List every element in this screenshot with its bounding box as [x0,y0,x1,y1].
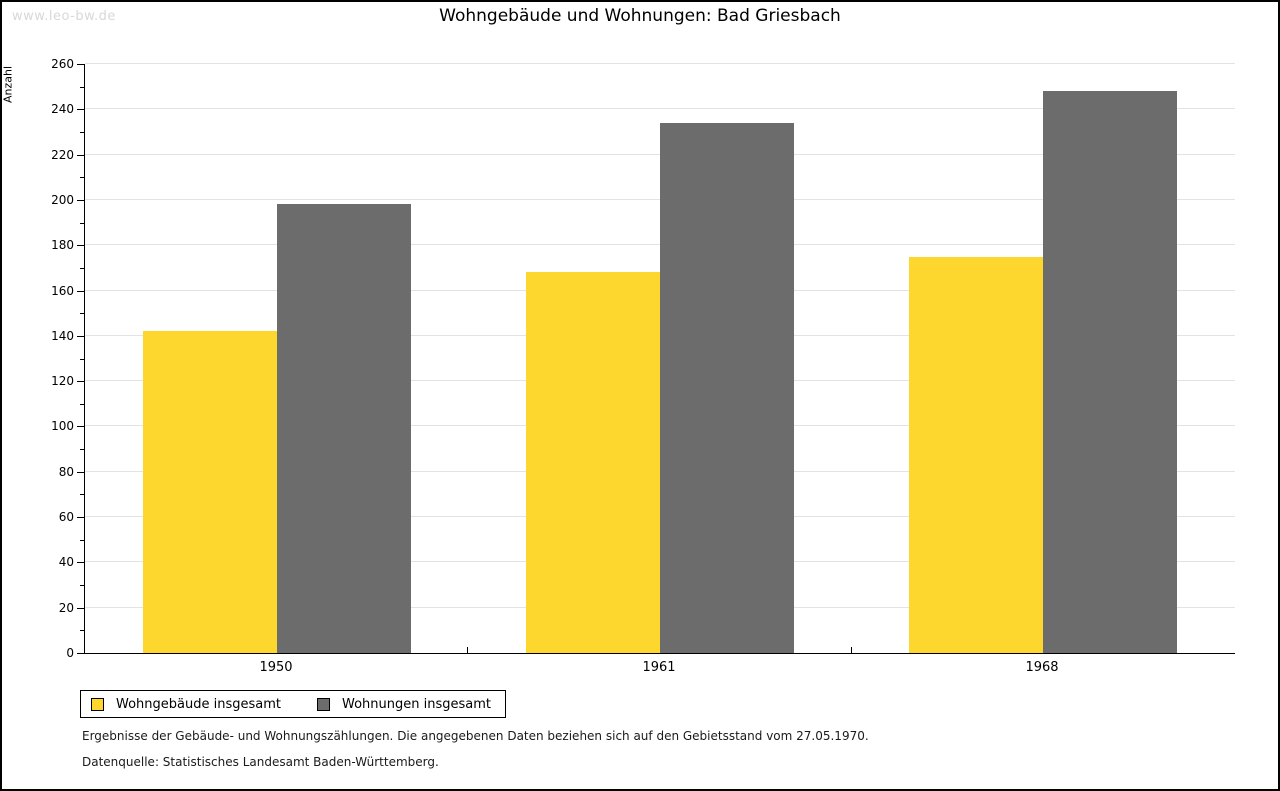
bar-wohnungen-1961 [660,123,794,653]
bar-wohngebaeude-1968 [909,257,1043,653]
legend: Wohngebäude insgesamt Wohnungen insgesamt [80,690,506,718]
footnote-datenquelle: Datenquelle: Statistisches Landesamt Bad… [82,755,439,769]
x-boundary-tick-2 [851,647,852,653]
y-minor-tick-150 [80,313,84,314]
y-tick-label-20: 20 [58,601,74,615]
legend-label: Wohngebäude insgesamt [116,696,281,712]
y-tick-label-240: 240 [51,102,74,116]
y-tick-label-0: 0 [66,646,74,660]
y-major-tick-180 [77,245,84,246]
y-tick-label-120: 120 [51,374,74,388]
bar-wohngebaeude-1950 [143,331,277,653]
legend-swatch-icon [91,697,104,711]
y-tick-label-60: 60 [58,510,74,524]
plot-area [84,63,1235,654]
y-minor-tick-190 [80,223,84,224]
watermark: www.leo-bw.de [12,9,116,24]
gridline-y-240 [85,108,1235,109]
y-major-tick-120 [77,381,84,382]
gridline-y-260 [85,63,1235,64]
y-major-tick-100 [77,426,84,427]
bar-wohnungen-1950 [277,204,411,653]
y-tick-label-220: 220 [51,148,74,162]
y-major-tick-200 [77,200,84,201]
y-minor-tick-230 [80,132,84,133]
y-minor-tick-170 [80,268,84,269]
y-minor-tick-10 [80,630,84,631]
y-major-tick-140 [77,336,84,337]
y-axis-label: Anzahl [1,65,15,104]
x-boundary-tick-1 [467,647,468,653]
y-major-tick-260 [77,64,84,65]
y-major-tick-20 [77,608,84,609]
page-title: Wohngebäude und Wohnungen: Bad Griesbach [439,6,841,26]
y-minor-tick-30 [80,585,84,586]
y-minor-tick-110 [80,404,84,405]
y-minor-tick-250 [80,87,84,88]
y-major-tick-160 [77,291,84,292]
legend-item-wohnungen: Wohnungen insgesamt [317,697,491,712]
y-major-tick-60 [77,517,84,518]
legend-label: Wohnungen insgesamt [342,696,491,712]
y-tick-label-80: 80 [58,465,74,479]
y-minor-tick-70 [80,494,84,495]
y-minor-tick-130 [80,359,84,360]
y-tick-label-100: 100 [51,419,74,433]
x-tick-label-1961: 1961 [642,660,676,675]
y-minor-tick-50 [80,540,84,541]
y-major-tick-80 [77,472,84,473]
legend-swatch-icon [317,697,330,711]
y-tick-label-180: 180 [51,238,74,252]
y-tick-label-260: 260 [51,57,74,71]
y-major-tick-0 [77,653,84,654]
y-minor-tick-90 [80,449,84,450]
legend-item-wohngebaeude: Wohngebäude insgesamt [91,697,281,712]
y-tick-label-200: 200 [51,193,74,207]
x-tick-label-1968: 1968 [1025,660,1059,675]
y-major-tick-40 [77,562,84,563]
bar-wohnungen-1968 [1043,91,1177,653]
y-minor-tick-210 [80,177,84,178]
y-major-tick-240 [77,109,84,110]
footnote-source-stand: Ergebnisse der Gebäude- und Wohnungszähl… [82,729,869,743]
y-major-tick-220 [77,155,84,156]
x-tick-label-1950: 1950 [259,660,293,675]
bar-wohngebaeude-1961 [526,272,660,653]
y-tick-label-140: 140 [51,329,74,343]
y-tick-label-160: 160 [51,284,74,298]
y-tick-label-40: 40 [58,555,74,569]
